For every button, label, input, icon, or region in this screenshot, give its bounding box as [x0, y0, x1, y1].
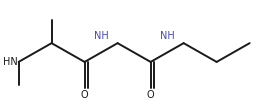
Text: NH: NH — [94, 31, 108, 41]
Text: O: O — [147, 90, 154, 100]
Text: HN: HN — [3, 57, 18, 67]
Text: O: O — [81, 90, 88, 100]
Text: NH: NH — [160, 31, 174, 41]
